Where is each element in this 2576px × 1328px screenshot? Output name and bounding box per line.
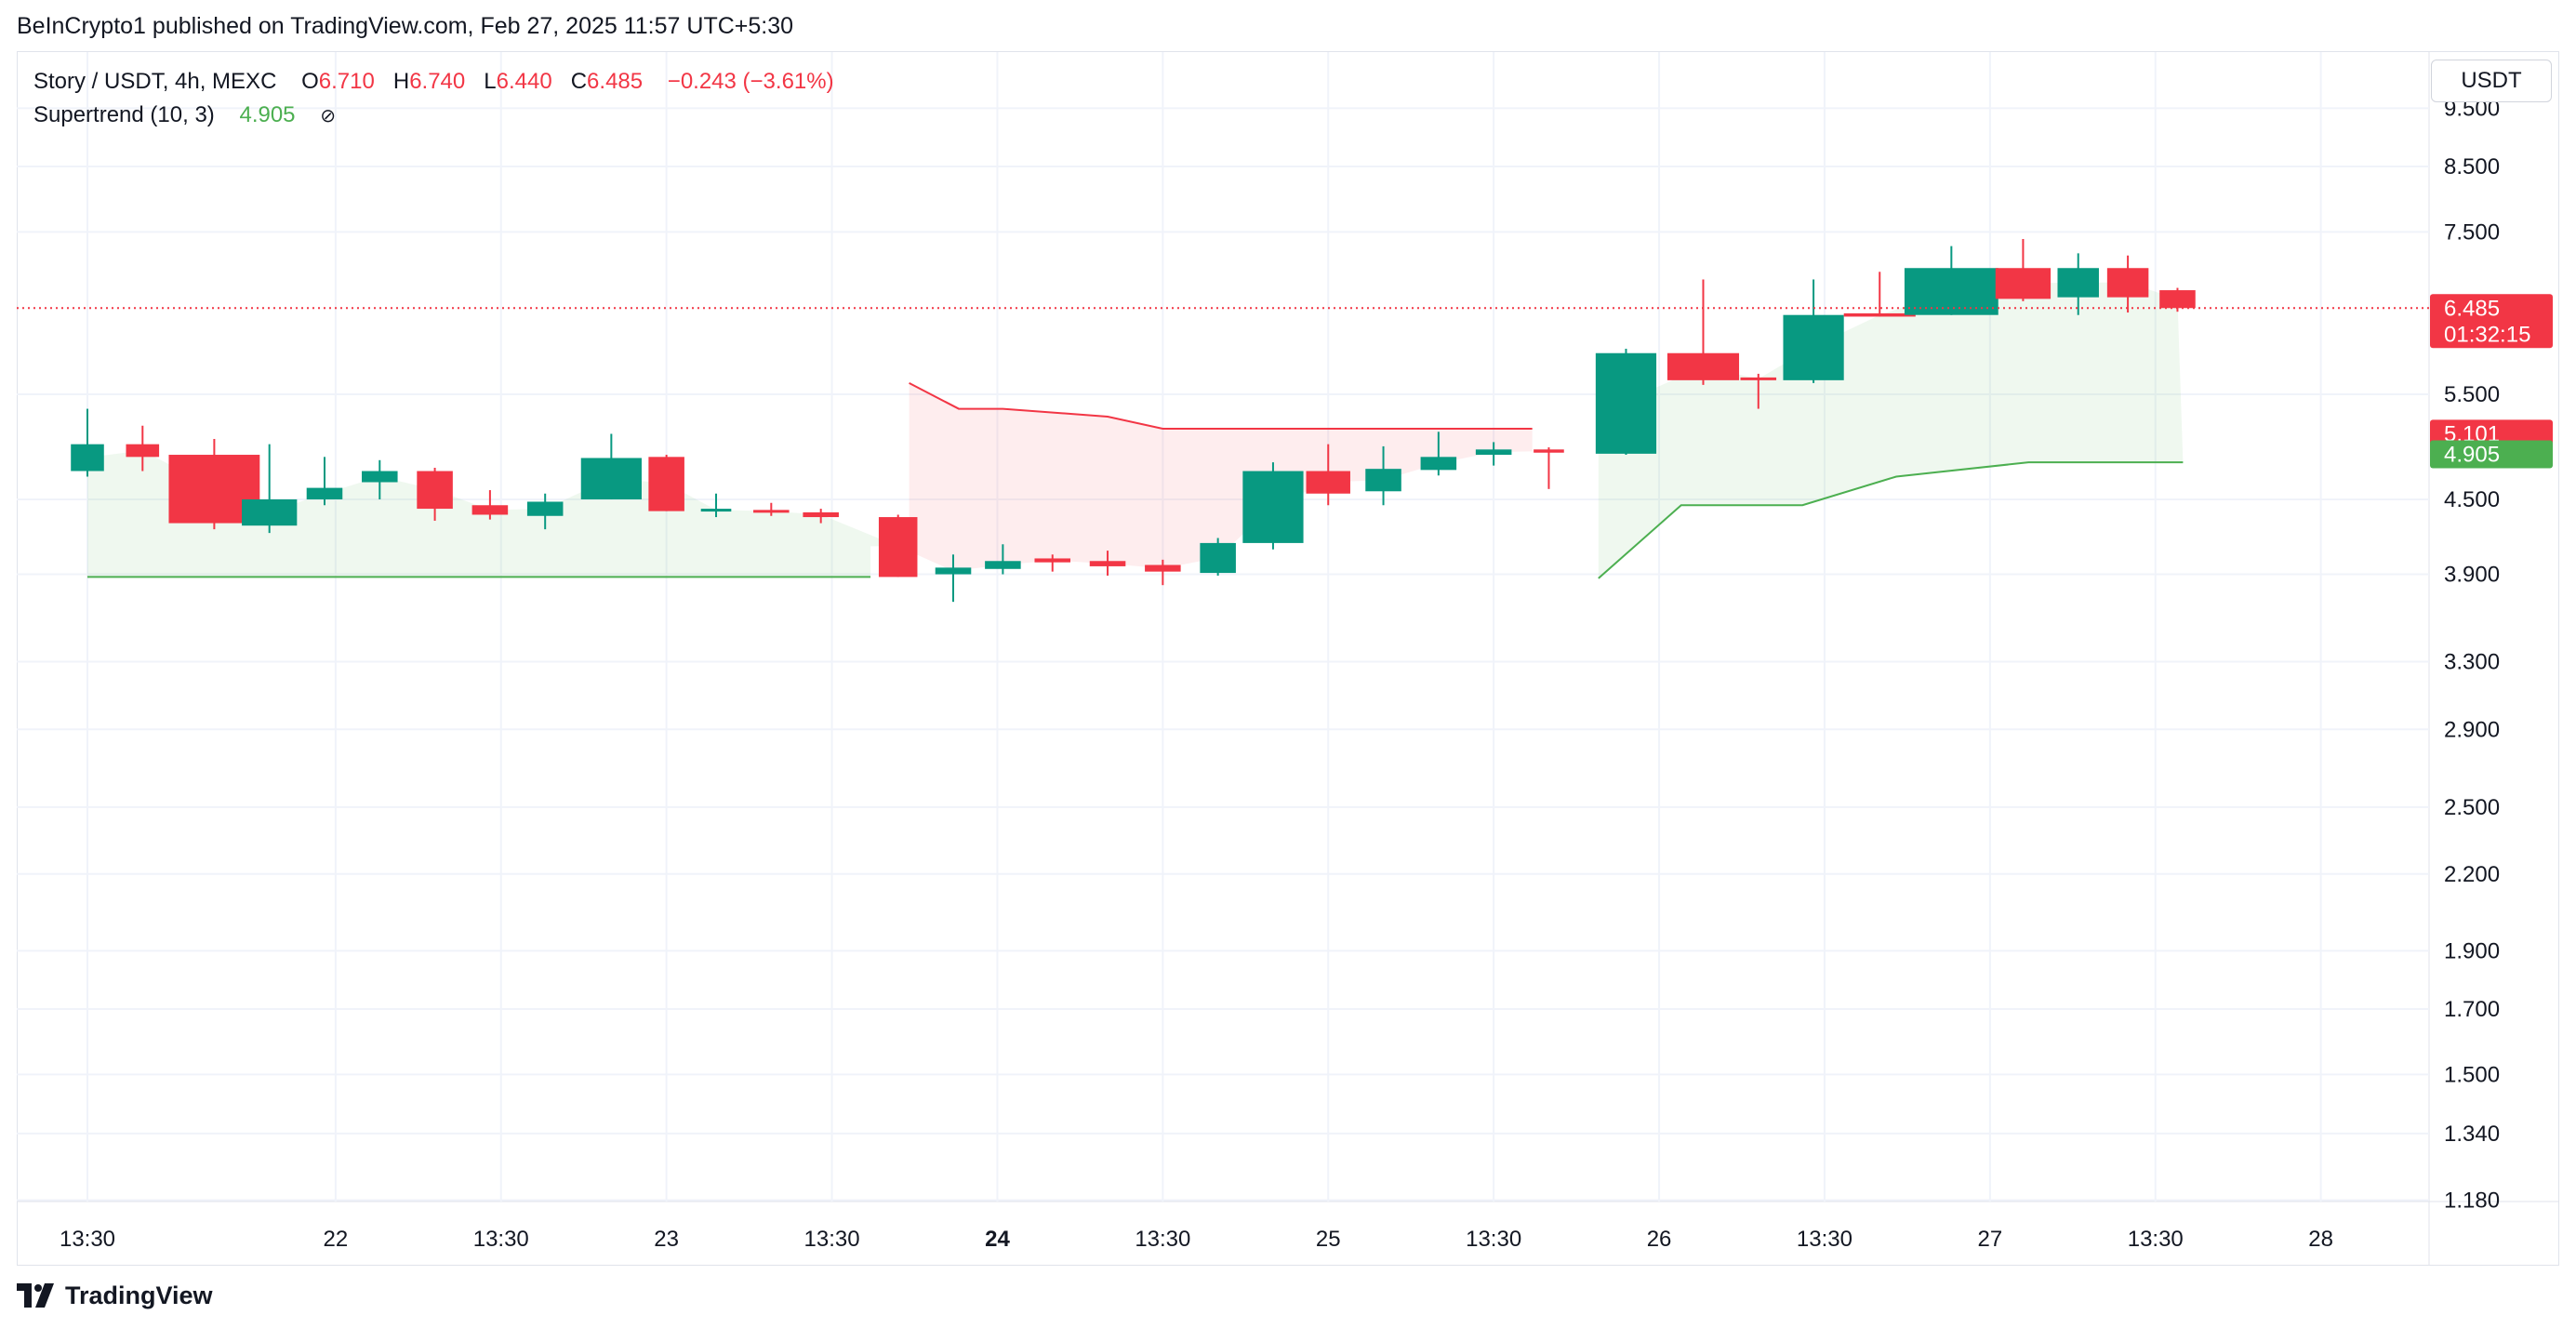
candle-body[interactable] <box>1904 268 1998 315</box>
y-tick-label: 5.500 <box>2444 382 2500 407</box>
candle-body[interactable] <box>1242 471 1304 543</box>
eye-off-icon[interactable]: ⊘ <box>320 106 336 126</box>
currency-label: USDT <box>2461 68 2522 93</box>
high-label: H <box>392 69 410 94</box>
candle-body[interactable] <box>1475 449 1512 456</box>
change-value: −0.243 (−3.61%) <box>667 69 834 94</box>
y-tick-label: 3.900 <box>2444 563 2500 588</box>
chart-legend: Story / USDT, 4h, MEXC O6.710 H6.740 L6.… <box>33 65 834 133</box>
y-tick-label: 1.700 <box>2444 997 2500 1022</box>
y-tick-label: 3.300 <box>2444 650 2500 675</box>
y-tick-label: 1.180 <box>2444 1188 2500 1213</box>
symbol-title[interactable]: Story / USDT, 4h, MEXC <box>33 69 277 94</box>
x-tick-label: 13:30 <box>1135 1227 1190 1252</box>
candle-body[interactable] <box>1365 469 1401 492</box>
candle-body[interactable] <box>878 517 918 578</box>
candle-body[interactable] <box>1306 471 1350 494</box>
y-tick-label: 4.500 <box>2444 487 2500 512</box>
candle-body[interactable] <box>1420 457 1457 471</box>
candle-body[interactable] <box>1783 314 1844 380</box>
candle-body[interactable] <box>1595 352 1657 454</box>
candle-body[interactable] <box>2159 290 2196 309</box>
tradingview-footer[interactable]: TradingView <box>17 1282 213 1310</box>
last-price-label-bg <box>2430 294 2553 349</box>
y-tick-label: 7.500 <box>2444 219 2500 245</box>
last-price-label-countdown: 01:32:15 <box>2444 322 2530 347</box>
candle-body[interactable] <box>1534 449 1564 453</box>
candle-body[interactable] <box>126 444 160 458</box>
candle-body[interactable] <box>1843 312 1916 317</box>
candle-body[interactable] <box>2057 268 2099 298</box>
tradingview-logo-icon <box>17 1282 54 1308</box>
candle-body[interactable] <box>1089 561 1126 566</box>
y-tick-label: 1.900 <box>2444 938 2500 963</box>
candle-body[interactable] <box>471 505 509 515</box>
supertrend-up-line <box>1598 461 2184 579</box>
indicator-name[interactable]: Supertrend (10, 3) <box>33 102 215 127</box>
supertrend-up-fill <box>1598 282 2184 578</box>
indicator-value: 4.905 <box>239 102 296 127</box>
x-tick-label: 13:30 <box>1797 1227 1852 1252</box>
y-tick-label: 1.340 <box>2444 1122 2500 1147</box>
close-value: 6.485 <box>587 69 644 94</box>
x-tick-label: 27 <box>1977 1227 2002 1252</box>
candle-body[interactable] <box>1145 564 1181 572</box>
supertrend-down-line <box>909 381 1533 431</box>
indicator-legend-row: Supertrend (10, 3) 4.905 ⊘ <box>33 99 834 133</box>
candle-body[interactable] <box>753 510 790 513</box>
y-tick-label: 1.500 <box>2444 1062 2500 1087</box>
x-tick-label: 13:30 <box>473 1227 529 1252</box>
y-tick-label: 8.500 <box>2444 154 2500 179</box>
candle-body[interactable] <box>1740 377 1777 380</box>
y-tick-label: 2.900 <box>2444 717 2500 742</box>
supertrend-up-label: 4.905 <box>2444 442 2500 467</box>
open-value: 6.710 <box>318 69 375 94</box>
candle-body[interactable] <box>71 444 104 471</box>
x-tick-label: 25 <box>1316 1227 1341 1252</box>
candle-body[interactable] <box>1995 268 2052 299</box>
x-tick-label: 24 <box>985 1227 1010 1252</box>
last-price-label: 6.485 <box>2444 296 2500 321</box>
open-label: O <box>301 69 319 94</box>
candle-body[interactable] <box>700 509 732 512</box>
x-tick-label: 23 <box>654 1227 679 1252</box>
y-tick-label: 2.500 <box>2444 795 2500 820</box>
candle-body[interactable] <box>306 487 343 499</box>
x-tick-label: 28 <box>2308 1227 2333 1252</box>
published-by-text: BeInCrypto1 published on TradingView.com… <box>17 13 794 39</box>
supertrend-down-fill <box>897 382 1549 571</box>
supertrend-up-label-bg <box>2430 440 2553 469</box>
x-tick-label: 22 <box>323 1227 348 1252</box>
candle-body[interactable] <box>526 501 564 516</box>
x-tick-label: 13:30 <box>804 1227 860 1252</box>
tradingview-brand: TradingView <box>65 1282 213 1309</box>
low-label: L <box>484 69 497 94</box>
candle-body[interactable] <box>648 457 684 511</box>
low-value: 6.440 <box>496 69 552 94</box>
x-tick-label: 13:30 <box>60 1227 115 1252</box>
candle-body[interactable] <box>803 511 839 518</box>
candle-body[interactable] <box>580 458 642 499</box>
candle-body[interactable] <box>985 561 1021 569</box>
x-tick-label: 26 <box>1647 1227 1672 1252</box>
candle-body[interactable] <box>362 471 398 483</box>
candle-body[interactable] <box>1666 352 1740 380</box>
chart-frame <box>17 51 2559 1266</box>
candle-body[interactable] <box>1200 542 1236 574</box>
candle-body[interactable] <box>417 471 453 510</box>
currency-button[interactable]: USDT <box>2431 60 2552 102</box>
high-value: 6.740 <box>409 69 466 94</box>
x-tick-label: 13:30 <box>1466 1227 1521 1252</box>
candle-body[interactable] <box>242 498 298 526</box>
candle-body[interactable] <box>935 567 972 575</box>
close-label: C <box>570 69 588 94</box>
candle-body[interactable] <box>2106 268 2149 298</box>
x-tick-label: 13:30 <box>2128 1227 2184 1252</box>
y-tick-label: 2.200 <box>2444 862 2500 887</box>
candle-body[interactable] <box>1034 558 1071 563</box>
ohlc-legend-row: Story / USDT, 4h, MEXC O6.710 H6.740 L6.… <box>33 65 834 99</box>
